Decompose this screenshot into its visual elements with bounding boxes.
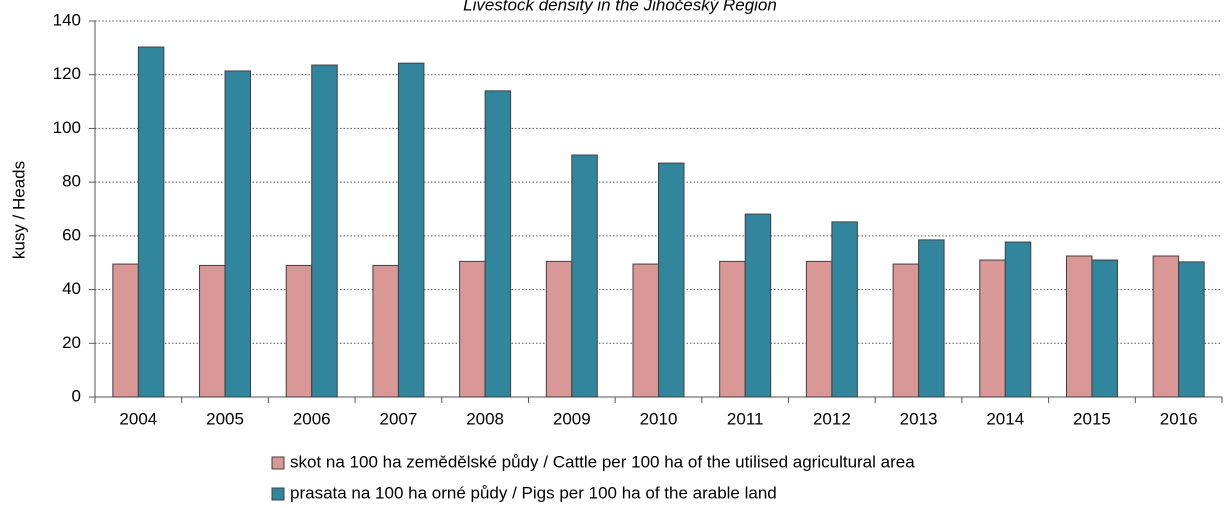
legend-label: prasata na 100 ha orné půdy / Pigs per 1… xyxy=(290,483,777,502)
bar xyxy=(285,264,313,398)
y-tick-label: 120 xyxy=(53,64,81,83)
x-tick-label: 2011 xyxy=(727,409,764,428)
x-tick-label: 2015 xyxy=(1073,409,1111,428)
x-tick-label: 2004 xyxy=(119,409,157,428)
bar xyxy=(397,62,425,398)
bar xyxy=(137,46,165,398)
y-tick-label: 60 xyxy=(62,225,81,244)
bar xyxy=(918,239,945,398)
legend-swatch xyxy=(271,456,285,470)
bar xyxy=(805,260,833,398)
y-tick-label: 100 xyxy=(53,118,81,137)
bar xyxy=(372,264,399,398)
bar xyxy=(1178,261,1205,398)
y-tick-label: 140 xyxy=(53,10,81,29)
x-tick-label: 2009 xyxy=(553,409,591,428)
x-tick-label: 2008 xyxy=(466,409,504,428)
y-axis-label: kusy / Heads xyxy=(9,161,28,259)
x-tick-label: 2007 xyxy=(380,409,418,428)
bar xyxy=(459,260,486,398)
bar xyxy=(1004,241,1032,398)
bar xyxy=(1091,259,1118,398)
bar xyxy=(224,70,252,398)
y-tick-label: 80 xyxy=(62,172,81,191)
x-tick-label: 2006 xyxy=(293,409,331,428)
y-tick-label: 20 xyxy=(62,333,81,352)
legend-label: skot na 100 ha zemědělské půdy / Cattle … xyxy=(290,452,915,471)
bar xyxy=(1152,255,1180,398)
bar xyxy=(571,154,598,398)
bar xyxy=(831,221,858,398)
y-tick-label: 0 xyxy=(72,386,81,405)
bar xyxy=(311,64,338,398)
x-tick-label: 2013 xyxy=(900,409,938,428)
bar xyxy=(744,213,772,398)
legend-swatch xyxy=(271,487,285,501)
bar xyxy=(484,90,512,398)
x-tick-label: 2010 xyxy=(640,409,678,428)
x-tick-label: 2016 xyxy=(1160,409,1198,428)
x-tick-label: 2014 xyxy=(986,409,1024,428)
bar xyxy=(632,263,659,398)
bar xyxy=(892,263,920,398)
x-tick-label: 2012 xyxy=(813,409,851,428)
bar xyxy=(199,264,226,398)
bar xyxy=(979,259,1006,398)
x-tick-label: 2005 xyxy=(206,409,244,428)
bar xyxy=(1065,255,1093,398)
bar xyxy=(112,263,139,398)
bar xyxy=(658,162,685,398)
chart-title: Livestock density in the Jihočeský Regio… xyxy=(463,0,777,14)
bar xyxy=(545,260,573,398)
y-tick-label: 40 xyxy=(62,279,81,298)
bar xyxy=(719,260,746,398)
